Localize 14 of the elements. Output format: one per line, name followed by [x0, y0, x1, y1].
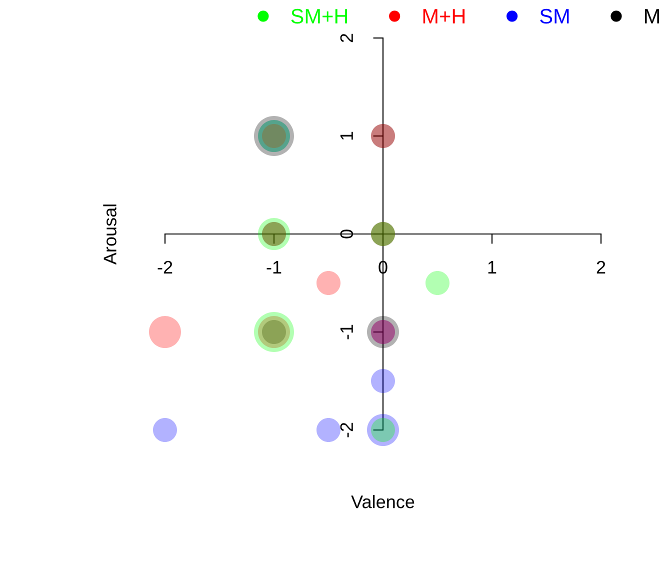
- y-tick-label: -1: [340, 324, 353, 340]
- x-tick-label: -1: [266, 261, 282, 274]
- y-tick-label: -2: [340, 422, 353, 438]
- x-tick-label: -2: [158, 260, 172, 274]
- x-tick-label: 1: [488, 261, 496, 274]
- y-axis-title: Arousal: [103, 204, 116, 265]
- legend-label: M+H: [423, 9, 465, 24]
- x-axis-title: Valence: [351, 495, 414, 508]
- legend-label: M: [645, 9, 659, 24]
- legend-label: SM: [540, 8, 569, 24]
- y-tick-label: 2: [340, 34, 353, 42]
- legend-label: SM+H: [291, 8, 348, 24]
- y-tick-label: 1: [340, 132, 353, 140]
- x-tick-label: 2: [596, 260, 606, 274]
